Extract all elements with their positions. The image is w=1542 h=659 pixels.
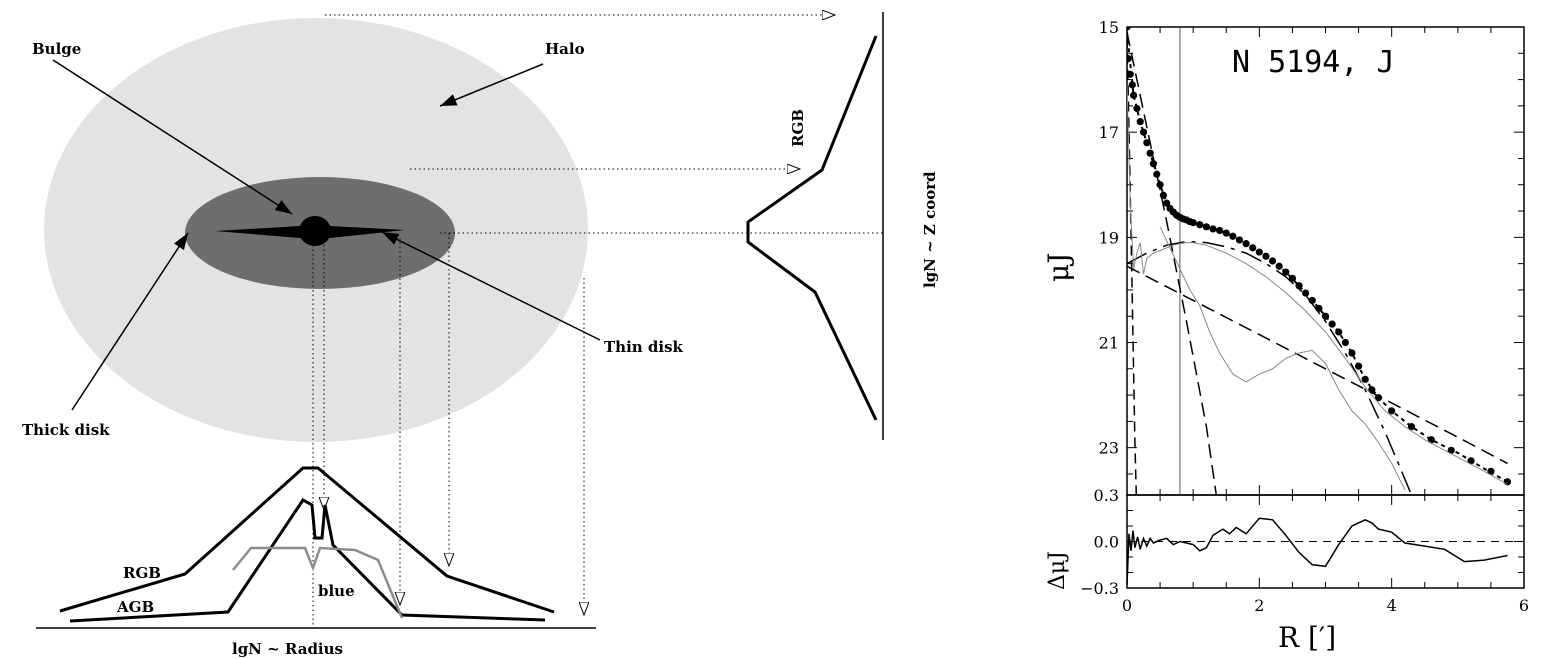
pointer-arrows [52, 59, 601, 411]
y-tick-label: 17 [1099, 123, 1119, 142]
series-dashed-bulge [1127, 32, 1218, 495]
data-point [1159, 191, 1167, 199]
y-tick-label: 23 [1099, 439, 1119, 458]
blue-profile-line [232, 546, 404, 619]
thin-disk-label: Thin disk [604, 338, 684, 356]
data-point [1133, 104, 1141, 113]
data-point [1128, 81, 1136, 89]
main-panel-ticks: 15 17 19 21 23 [1099, 18, 1525, 495]
halo-label: Halo [545, 40, 585, 58]
y-axis-label: μJ [1042, 253, 1075, 282]
blue-label: blue [318, 582, 355, 600]
x-tick-label: 4 [1387, 596, 1397, 615]
projection-lines [312, 15, 885, 628]
chart-title: N 5194, J [1232, 45, 1395, 80]
series-dashed-nucleus [1127, 37, 1138, 495]
main-panel-frame [1126, 26, 1525, 496]
residual-y-tick-label: −0.3 [1080, 579, 1119, 598]
surface-brightness-chart: 15 17 19 21 23 0 2 4 6 0.3 0.0 −0.3 N 5194, J R [′… [1042, 18, 1529, 654]
series-thin-gray [1159, 226, 1406, 490]
rgb-radius-label: RGB [123, 564, 161, 582]
residual-y-tick-label: 0.3 [1094, 486, 1119, 505]
y-tick-label: 15 [1099, 18, 1119, 37]
series-dashed-disk [1127, 265, 1508, 465]
x-tick-label: 0 [1122, 596, 1132, 615]
y-tick-label: 19 [1099, 228, 1119, 247]
agb-label: AGB [116, 598, 154, 616]
z-axis-label: lgN ~ Z coord [921, 171, 939, 288]
data-point [1127, 27, 1131, 31]
data-point [1139, 128, 1148, 136]
data-point [1202, 223, 1210, 231]
data-point [1229, 232, 1237, 240]
x-tick-label: 6 [1519, 596, 1529, 615]
y-tick-label: 21 [1099, 334, 1119, 353]
rgb-z-label: RGB [789, 109, 807, 147]
data-point [1209, 225, 1217, 233]
main-panel-series [1127, 27, 1512, 495]
thick-disk-label: Thick disk [22, 421, 110, 439]
z-profile: RGB lgN ~ Z coord [746, 12, 939, 440]
data-point [1130, 91, 1138, 99]
residual-panel-ticks: 0 2 4 6 0.3 0.0 −0.3 [1080, 486, 1529, 615]
galaxy-schematic: Bulge Halo Thin disk Thick disk RGB lgN … [22, 12, 939, 658]
x-tick-label: 2 [1254, 596, 1264, 615]
data-point [1222, 229, 1230, 237]
agb-profile-line [69, 498, 546, 623]
bulge-ellipse [299, 216, 331, 246]
residual-y-tick-label: 0.0 [1094, 533, 1119, 552]
x-axis-label: R [′] [1278, 621, 1336, 654]
series-thin-gray [1127, 84, 1508, 485]
series-dotted-fit [1127, 32, 1508, 483]
series-dashed-ring [1127, 240, 1413, 495]
rgb-profile-line [59, 466, 555, 614]
radius-axis-label: lgN ~ Radius [232, 640, 343, 658]
bulge-label: Bulge [32, 40, 81, 58]
radius-profile: RGB AGB blue lgN ~ Radius [36, 466, 596, 658]
residual-line [1126, 517, 1508, 585]
residual-panel-series [1126, 517, 1524, 585]
data-point [1127, 54, 1132, 63]
residual-y-axis-label: ΔμJ [1045, 551, 1070, 590]
